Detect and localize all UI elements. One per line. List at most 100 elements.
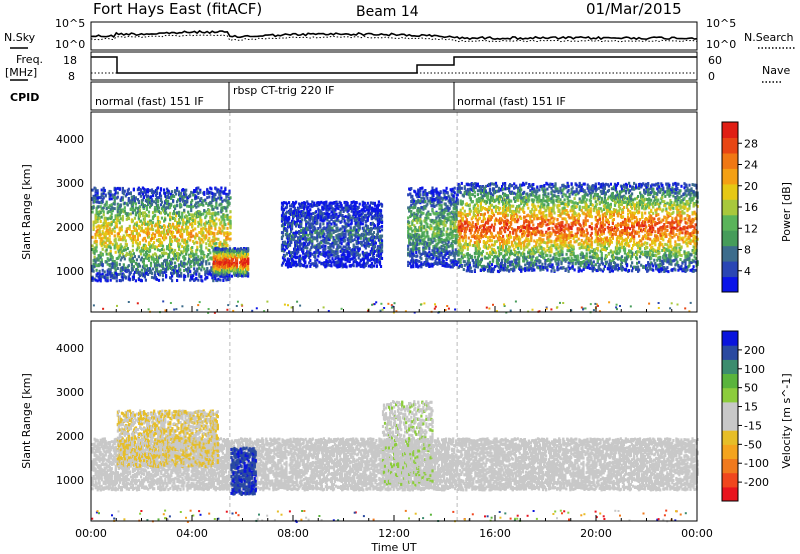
cell (195, 253, 197, 256)
cell (313, 203, 315, 206)
cell (160, 256, 162, 259)
cpid-label: CPID (10, 91, 39, 104)
cell (417, 209, 419, 212)
cell (195, 195, 197, 198)
cell (346, 229, 348, 232)
cell (425, 247, 427, 250)
cell (243, 249, 245, 252)
cell (336, 252, 338, 255)
cell (334, 219, 336, 222)
cell (133, 265, 135, 268)
cell (200, 247, 202, 250)
cell (161, 241, 163, 244)
cell (368, 265, 370, 268)
cell (320, 253, 322, 256)
cell (362, 211, 364, 214)
cell (186, 217, 188, 220)
cell (191, 277, 193, 280)
cell (160, 198, 162, 201)
cell (296, 263, 298, 266)
cell (297, 250, 299, 253)
cell (137, 238, 139, 241)
cell (148, 211, 150, 214)
cell (374, 224, 376, 227)
cell (416, 254, 418, 257)
cell (134, 255, 136, 258)
cell (327, 242, 329, 245)
cell (123, 249, 125, 252)
cell (173, 195, 175, 198)
cell (217, 197, 219, 200)
cell (194, 227, 196, 230)
cell (188, 232, 190, 235)
freq-tick-top: 18 (63, 54, 77, 67)
cell (183, 265, 185, 268)
cell (110, 250, 112, 253)
cell (179, 199, 181, 202)
cell (337, 246, 339, 249)
cell (376, 260, 378, 263)
cell (416, 243, 418, 246)
cell (128, 213, 130, 216)
cell (410, 265, 412, 268)
cell (187, 245, 189, 248)
cell (144, 265, 146, 268)
cell (134, 235, 136, 238)
cell (152, 194, 154, 197)
cell (192, 194, 194, 197)
cell (96, 240, 98, 243)
cell (125, 248, 127, 251)
cell (220, 221, 222, 224)
cpid-segment-1: normal (fast) 151 IF (95, 95, 204, 108)
cpid-segment-3: normal (fast) 151 IF (457, 95, 566, 108)
cell (122, 187, 124, 190)
cell (219, 243, 221, 246)
cell (146, 264, 148, 267)
cell (134, 217, 136, 220)
cell (134, 271, 136, 274)
cell (105, 219, 107, 222)
cell (156, 246, 158, 249)
cell (381, 228, 383, 231)
cell (132, 268, 134, 271)
cell (176, 238, 178, 241)
cell (206, 212, 208, 215)
cell (170, 204, 172, 207)
cell (96, 269, 98, 272)
cell (205, 214, 207, 217)
cell (378, 200, 380, 203)
cell (291, 227, 293, 230)
cell (188, 205, 190, 208)
cell (359, 254, 361, 257)
cell (164, 218, 166, 221)
cell (171, 279, 173, 282)
cell (119, 188, 121, 191)
cell (120, 217, 122, 220)
cell (328, 213, 330, 216)
cell (121, 228, 123, 231)
cell (181, 262, 183, 265)
cell (302, 251, 304, 254)
cell (187, 248, 189, 251)
cell (163, 249, 165, 252)
cell (205, 260, 207, 263)
cell (345, 235, 347, 238)
cell (120, 279, 122, 282)
cell (381, 205, 383, 208)
cell (343, 207, 345, 210)
cell (147, 191, 149, 194)
nsearch-tick-bottom: 10^0 (706, 38, 736, 51)
cell (226, 214, 228, 217)
cell (366, 244, 368, 247)
cell (122, 217, 124, 220)
cell (129, 228, 131, 231)
cell (298, 210, 300, 213)
cell (168, 192, 170, 195)
cell (189, 223, 191, 226)
cell (324, 245, 326, 248)
cell (323, 240, 325, 243)
cell (209, 216, 211, 219)
cell (152, 232, 154, 235)
cell (302, 211, 304, 214)
cell (125, 267, 127, 270)
